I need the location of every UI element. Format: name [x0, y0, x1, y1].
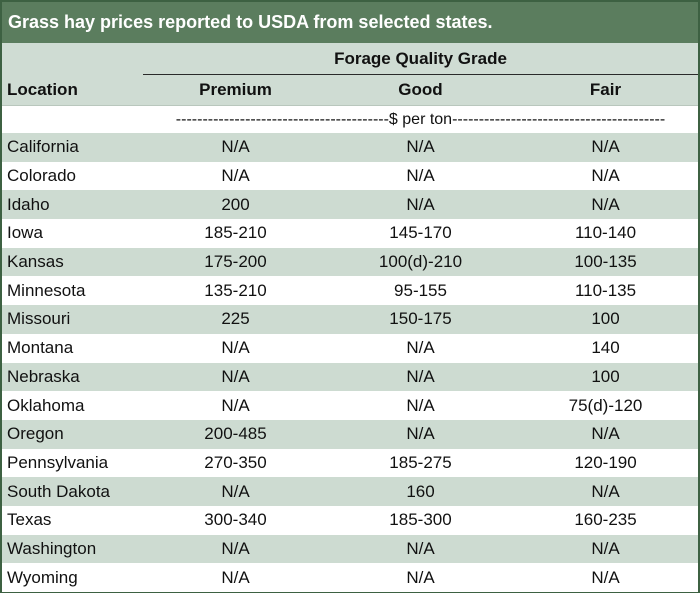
location-cell: Missouri: [2, 305, 143, 334]
premium-price-cell: N/A: [143, 534, 328, 564]
fair-price-cell: N/A: [513, 190, 699, 220]
fair-price-cell: N/A: [513, 477, 699, 506]
good-price-cell: N/A: [328, 190, 513, 220]
premium-price-cell: N/A: [143, 362, 328, 392]
premium-price-cell: 270-350: [143, 448, 328, 478]
premium-price-cell: 300-340: [143, 505, 328, 535]
good-price-cell: 160: [328, 477, 513, 506]
table-row: California N/A N/A N/A: [2, 133, 699, 162]
premium-price-cell: 200: [143, 190, 328, 220]
good-price-cell: 150-175: [328, 305, 513, 334]
fair-price-cell: 100: [513, 362, 699, 392]
location-cell: Idaho: [2, 190, 143, 220]
fair-price-cell: 110-140: [513, 219, 699, 248]
location-cell: California: [2, 133, 143, 162]
table-row: Washington N/A N/A N/A: [2, 534, 699, 564]
good-price-cell: N/A: [328, 391, 513, 420]
fair-price-cell: N/A: [513, 133, 699, 162]
units-label: ----------------------------------------…: [143, 105, 699, 133]
header-row-columns: Location Premium Good Fair: [2, 74, 699, 106]
table-title: Grass hay prices reported to USDA from s…: [2, 2, 698, 43]
table-row: Montana N/A N/A 140: [2, 333, 699, 363]
good-price-cell: N/A: [328, 333, 513, 363]
table-row: Pennsylvania 270-350 185-275 120-190: [2, 448, 699, 478]
table-row: Oregon 200-485 N/A N/A: [2, 419, 699, 449]
fair-price-cell: 100: [513, 305, 699, 334]
table-row: Kansas 175-200 100(d)-210 100-135: [2, 247, 699, 277]
fair-price-cell: 100-135: [513, 247, 699, 277]
location-cell: Texas: [2, 505, 143, 535]
table-row: Iowa 185-210 145-170 110-140: [2, 219, 699, 248]
fair-price-cell: N/A: [513, 419, 699, 449]
good-price-cell: N/A: [328, 362, 513, 392]
location-cell: Colorado: [2, 161, 143, 191]
good-column-header: Good: [328, 74, 513, 106]
table-row: Texas 300-340 185-300 160-235: [2, 505, 699, 535]
fair-price-cell: 140: [513, 333, 699, 363]
premium-price-cell: 135-210: [143, 276, 328, 306]
table-row: Missouri 225 150-175 100: [2, 305, 699, 334]
premium-price-cell: 175-200: [143, 247, 328, 277]
location-cell: Nebraska: [2, 362, 143, 392]
good-price-cell: N/A: [328, 133, 513, 162]
table-row: Colorado N/A N/A N/A: [2, 161, 699, 191]
premium-price-cell: N/A: [143, 133, 328, 162]
fair-price-cell: 160-235: [513, 505, 699, 535]
table-row: Wyoming N/A N/A N/A: [2, 563, 699, 592]
location-cell: Minnesota: [2, 276, 143, 306]
units-spacer: [2, 105, 143, 133]
forage-quality-grade-header: Forage Quality Grade: [143, 43, 699, 75]
header-row-group: Forage Quality Grade: [2, 43, 699, 75]
fair-price-cell: N/A: [513, 534, 699, 564]
good-price-cell: N/A: [328, 563, 513, 592]
good-price-cell: 185-275: [328, 448, 513, 478]
premium-column-header: Premium: [143, 74, 328, 106]
table-row: South Dakota N/A 160 N/A: [2, 477, 699, 506]
location-cell: Kansas: [2, 247, 143, 277]
premium-price-cell: 200-485: [143, 419, 328, 449]
good-price-cell: 145-170: [328, 219, 513, 248]
premium-price-cell: N/A: [143, 563, 328, 592]
good-price-cell: N/A: [328, 161, 513, 191]
premium-price-cell: 225: [143, 305, 328, 334]
premium-price-cell: N/A: [143, 161, 328, 191]
fair-price-cell: N/A: [513, 563, 699, 592]
location-cell: Montana: [2, 333, 143, 363]
hay-price-table: Forage Quality Grade Location Premium Go…: [2, 43, 699, 592]
header-spacer: [2, 43, 143, 75]
location-cell: Wyoming: [2, 563, 143, 592]
fair-price-cell: 110-135: [513, 276, 699, 306]
location-cell: Washington: [2, 534, 143, 564]
good-price-cell: 100(d)-210: [328, 247, 513, 277]
premium-price-cell: 185-210: [143, 219, 328, 248]
good-price-cell: N/A: [328, 534, 513, 564]
table-row: Minnesota 135-210 95-155 110-135: [2, 276, 699, 306]
fair-price-cell: 75(d)-120: [513, 391, 699, 420]
good-price-cell: 185-300: [328, 505, 513, 535]
location-column-header: Location: [2, 74, 143, 106]
fair-price-cell: 120-190: [513, 448, 699, 478]
location-cell: Oregon: [2, 419, 143, 449]
premium-price-cell: N/A: [143, 391, 328, 420]
location-cell: Pennsylvania: [2, 448, 143, 478]
fair-column-header: Fair: [513, 74, 699, 106]
good-price-cell: 95-155: [328, 276, 513, 306]
good-price-cell: N/A: [328, 419, 513, 449]
table-row: Idaho 200 N/A N/A: [2, 190, 699, 220]
premium-price-cell: N/A: [143, 333, 328, 363]
location-cell: Iowa: [2, 219, 143, 248]
location-cell: Oklahoma: [2, 391, 143, 420]
units-row: ----------------------------------------…: [2, 105, 699, 133]
table-row: Nebraska N/A N/A 100: [2, 362, 699, 392]
table-row: Oklahoma N/A N/A 75(d)-120: [2, 391, 699, 420]
location-cell: South Dakota: [2, 477, 143, 506]
fair-price-cell: N/A: [513, 161, 699, 191]
premium-price-cell: N/A: [143, 477, 328, 506]
